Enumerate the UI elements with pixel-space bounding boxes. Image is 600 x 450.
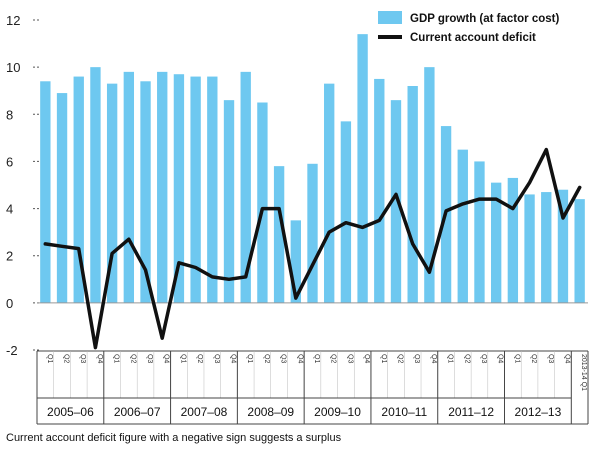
quarter-label: Q4 (96, 354, 103, 363)
y-tick-label: -2 (6, 343, 18, 358)
quarter-label: Q1 (113, 354, 120, 363)
y-tick-label: 6 (6, 154, 13, 169)
gdp-bar (574, 199, 585, 303)
gdp-bar (173, 74, 185, 303)
current-account-deficit-line (43, 147, 582, 350)
year-label: 2005–06 (47, 405, 94, 419)
quarter-label: Q2 (63, 354, 70, 363)
y-tick-label: 10 (6, 60, 20, 75)
quarter-label: Q1 (447, 354, 454, 363)
gdp-bar (223, 100, 235, 303)
quarter-label: Q1 (313, 354, 320, 363)
quarter-label: Q3 (480, 354, 487, 363)
quarter-label: Q3 (413, 354, 420, 363)
quarter-label: Q2 (263, 354, 270, 363)
year-label: 2007–08 (181, 405, 228, 419)
gdp-bar (56, 93, 68, 303)
gdp-bar (123, 71, 135, 303)
quarter-label: Q2 (196, 354, 203, 363)
gdp-bar (324, 83, 335, 303)
quarter-label: Q1 (380, 354, 387, 363)
gdp-bar (524, 194, 535, 303)
gdp-bar (207, 76, 218, 303)
quarter-label: Q3 (346, 354, 353, 363)
gdp-bar (240, 71, 251, 303)
quarter-label: Q3 (146, 354, 153, 363)
gdp-bar (106, 83, 118, 303)
quarter-label: Q2 (129, 354, 136, 363)
quarter-label: Q1 (179, 354, 186, 363)
gdp-bar (407, 86, 418, 303)
chart-footnote: Current account deficit figure with a ne… (6, 432, 342, 444)
quarter-label: Q4 (497, 354, 504, 363)
quarter-label: Q2 (396, 354, 403, 363)
gdp-bar (357, 34, 368, 303)
gdp-bar (390, 100, 402, 303)
y-tick-label: 4 (6, 202, 13, 217)
gdp-bar (374, 78, 385, 303)
legend-cad-label: Current account deficit (410, 32, 536, 44)
year-label: 2006–07 (114, 405, 161, 419)
gdp-bar (541, 192, 552, 303)
year-label: 2011–12 (448, 405, 494, 419)
quarter-label: Q2 (330, 354, 337, 363)
y-tick-label: 2 (6, 249, 13, 264)
quarter-label: Q2 (530, 354, 537, 363)
gdp-bar (424, 67, 435, 303)
gdp-bar (73, 76, 84, 303)
gdp-bar (40, 81, 51, 303)
quarter-label: Q3 (79, 354, 86, 363)
y-tick-label: 12 (6, 13, 20, 28)
legend-gdp-label: GDP growth (at factor cost) (410, 13, 559, 25)
quarter-label: Q4 (563, 354, 570, 363)
gdp-bar (257, 102, 268, 303)
gdp-bar (140, 81, 151, 303)
gdp-bar (557, 189, 569, 303)
gdp-bar (474, 161, 485, 303)
year-label: 2008–09 (247, 405, 294, 419)
gdp-bar (190, 76, 201, 303)
year-label: 2010–11 (381, 405, 427, 419)
quarter-label: 2013-14 Q1 (580, 354, 587, 391)
gdp-bar (157, 71, 168, 303)
gdp-bar (490, 182, 502, 303)
gdp-bar (90, 67, 101, 303)
gdp-bar (290, 220, 301, 303)
gdp-bar (507, 177, 519, 303)
gdp-bar (340, 121, 352, 303)
quarter-label: Q1 (513, 354, 520, 363)
quarter-label: Q1 (246, 354, 253, 363)
quarter-label: Q4 (230, 354, 237, 363)
quarter-label: Q3 (280, 354, 287, 363)
quarter-label: Q4 (163, 354, 170, 363)
quarter-label: Q4 (296, 354, 303, 363)
year-label: 2009–10 (314, 405, 361, 419)
quarter-label: Q3 (547, 354, 554, 363)
quarter-label: Q4 (430, 354, 437, 363)
gdp-bar (273, 166, 285, 303)
y-tick-label: 0 (6, 296, 13, 311)
legend-gdp-swatch (378, 11, 402, 24)
y-tick-label: 8 (6, 107, 13, 122)
quarter-label: Q1 (46, 354, 53, 363)
year-label: 2012–13 (515, 405, 562, 419)
quarter-label: Q2 (463, 354, 470, 363)
gdp-bar (307, 163, 318, 303)
gdp-bar (457, 149, 468, 303)
quarter-label: Q4 (363, 354, 370, 363)
quarter-label: Q3 (213, 354, 220, 363)
